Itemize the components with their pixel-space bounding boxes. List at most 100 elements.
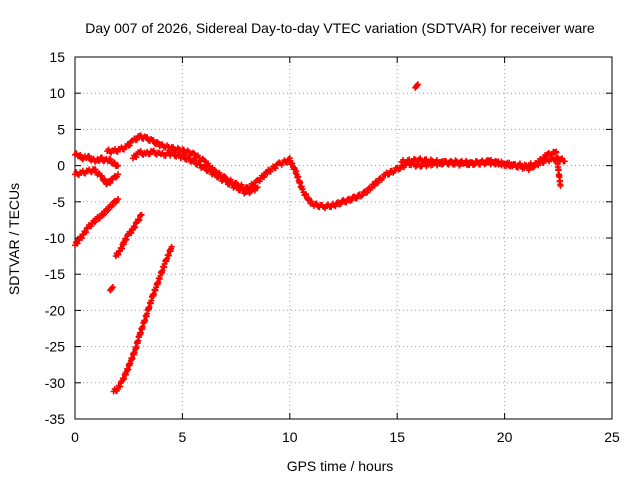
data-point <box>109 284 116 291</box>
y-tick-label: -10 <box>45 230 65 246</box>
data-point <box>128 229 135 236</box>
data-point <box>120 146 127 153</box>
data-point <box>303 191 310 198</box>
y-tick-label: -25 <box>45 339 65 355</box>
data-point <box>212 170 219 177</box>
data-point <box>359 192 366 199</box>
data-point <box>92 218 99 225</box>
data-point <box>396 166 403 173</box>
data-point <box>77 151 84 158</box>
x-tick-label: 0 <box>71 429 79 445</box>
data-point <box>343 199 350 206</box>
data-point <box>107 179 114 186</box>
data-point <box>104 207 111 214</box>
y-axis-label: SDTVAR / TECUs <box>6 183 22 295</box>
y-tick-label: -5 <box>53 194 66 210</box>
series-isolated-point-1 <box>107 284 116 294</box>
data-point <box>168 243 175 250</box>
data-point <box>133 154 140 161</box>
data-point <box>234 183 241 190</box>
data-point <box>98 154 105 161</box>
series-early-top-cluster <box>72 150 121 170</box>
data-point <box>272 165 279 172</box>
data-point <box>180 152 187 159</box>
x-tick-label: 25 <box>604 429 620 445</box>
data-point <box>98 172 105 179</box>
x-tick-label: 10 <box>282 429 298 445</box>
x-tick-label: 15 <box>389 429 405 445</box>
y-tick-label: -20 <box>45 302 65 318</box>
data-point <box>561 158 568 165</box>
data-point <box>78 235 85 242</box>
data-point <box>368 184 375 191</box>
data-point <box>159 141 166 148</box>
data-point <box>190 149 197 156</box>
data-point <box>83 229 90 236</box>
y-tick-label: -35 <box>45 411 65 427</box>
data-point <box>348 197 355 204</box>
data-point <box>353 195 360 202</box>
series-scattered-tail <box>398 148 564 189</box>
data-point <box>364 189 371 196</box>
data-point <box>85 152 92 159</box>
series-isolated-point-2 <box>412 81 421 91</box>
data-point <box>557 182 564 189</box>
data-point <box>531 163 538 170</box>
data-point <box>112 174 119 181</box>
y-tick-label: -30 <box>45 375 65 391</box>
series-descent-arc-2 <box>112 211 145 260</box>
y-tick-label: -15 <box>45 266 65 282</box>
data-point <box>414 81 421 88</box>
series-secondary-trace <box>129 147 261 197</box>
data-point <box>332 203 339 210</box>
chart-title: Day 007 of 2026, Sidereal Day-to-day VTE… <box>85 20 595 36</box>
data-point <box>111 159 118 166</box>
data-point <box>191 157 198 164</box>
data-point <box>105 206 112 213</box>
series-descent-arc-1 <box>72 195 121 249</box>
data-point <box>109 202 116 209</box>
data-point <box>176 152 183 159</box>
data-point <box>202 164 209 171</box>
data-point <box>144 134 151 141</box>
data-point <box>107 156 114 163</box>
x-tick-label: 20 <box>497 429 513 445</box>
data-point <box>313 200 320 207</box>
x-tick-label: 5 <box>179 429 187 445</box>
data-point <box>223 178 230 185</box>
data-point <box>115 251 122 258</box>
data-points <box>72 81 568 395</box>
data-point <box>254 184 261 191</box>
data-point <box>114 171 121 178</box>
data-point <box>150 147 157 154</box>
data-point <box>261 174 268 181</box>
data-point <box>92 166 99 173</box>
data-point <box>88 223 95 230</box>
data-point <box>180 146 187 153</box>
series-long-descent-arc <box>110 243 175 395</box>
data-point <box>150 137 157 144</box>
y-tick-label: 0 <box>57 158 65 174</box>
data-point <box>370 181 377 188</box>
x-axis-label: GPS time / hours <box>287 458 394 474</box>
data-point <box>539 157 546 164</box>
data-point <box>138 211 145 218</box>
data-point <box>191 150 198 157</box>
data-point <box>114 195 121 202</box>
axis-ticks <box>74 56 613 420</box>
data-point <box>375 179 382 186</box>
series-early-lower-cluster <box>72 166 121 188</box>
data-point <box>170 149 177 156</box>
tick-labels: 0 5 10 15 20 25 -35 -30 -25 -20 -15 -10 -5 0 5 10 15 <box>45 49 620 445</box>
data-point <box>264 170 271 177</box>
data-point <box>114 162 121 169</box>
data-point <box>386 171 393 178</box>
y-tick-label: 10 <box>49 85 65 101</box>
y-tick-label: 15 <box>49 49 65 65</box>
series-main-trace <box>104 132 568 212</box>
data-point <box>337 200 344 207</box>
data-point <box>126 142 133 149</box>
data-point <box>74 240 81 247</box>
y-tick-label: 5 <box>57 121 65 137</box>
